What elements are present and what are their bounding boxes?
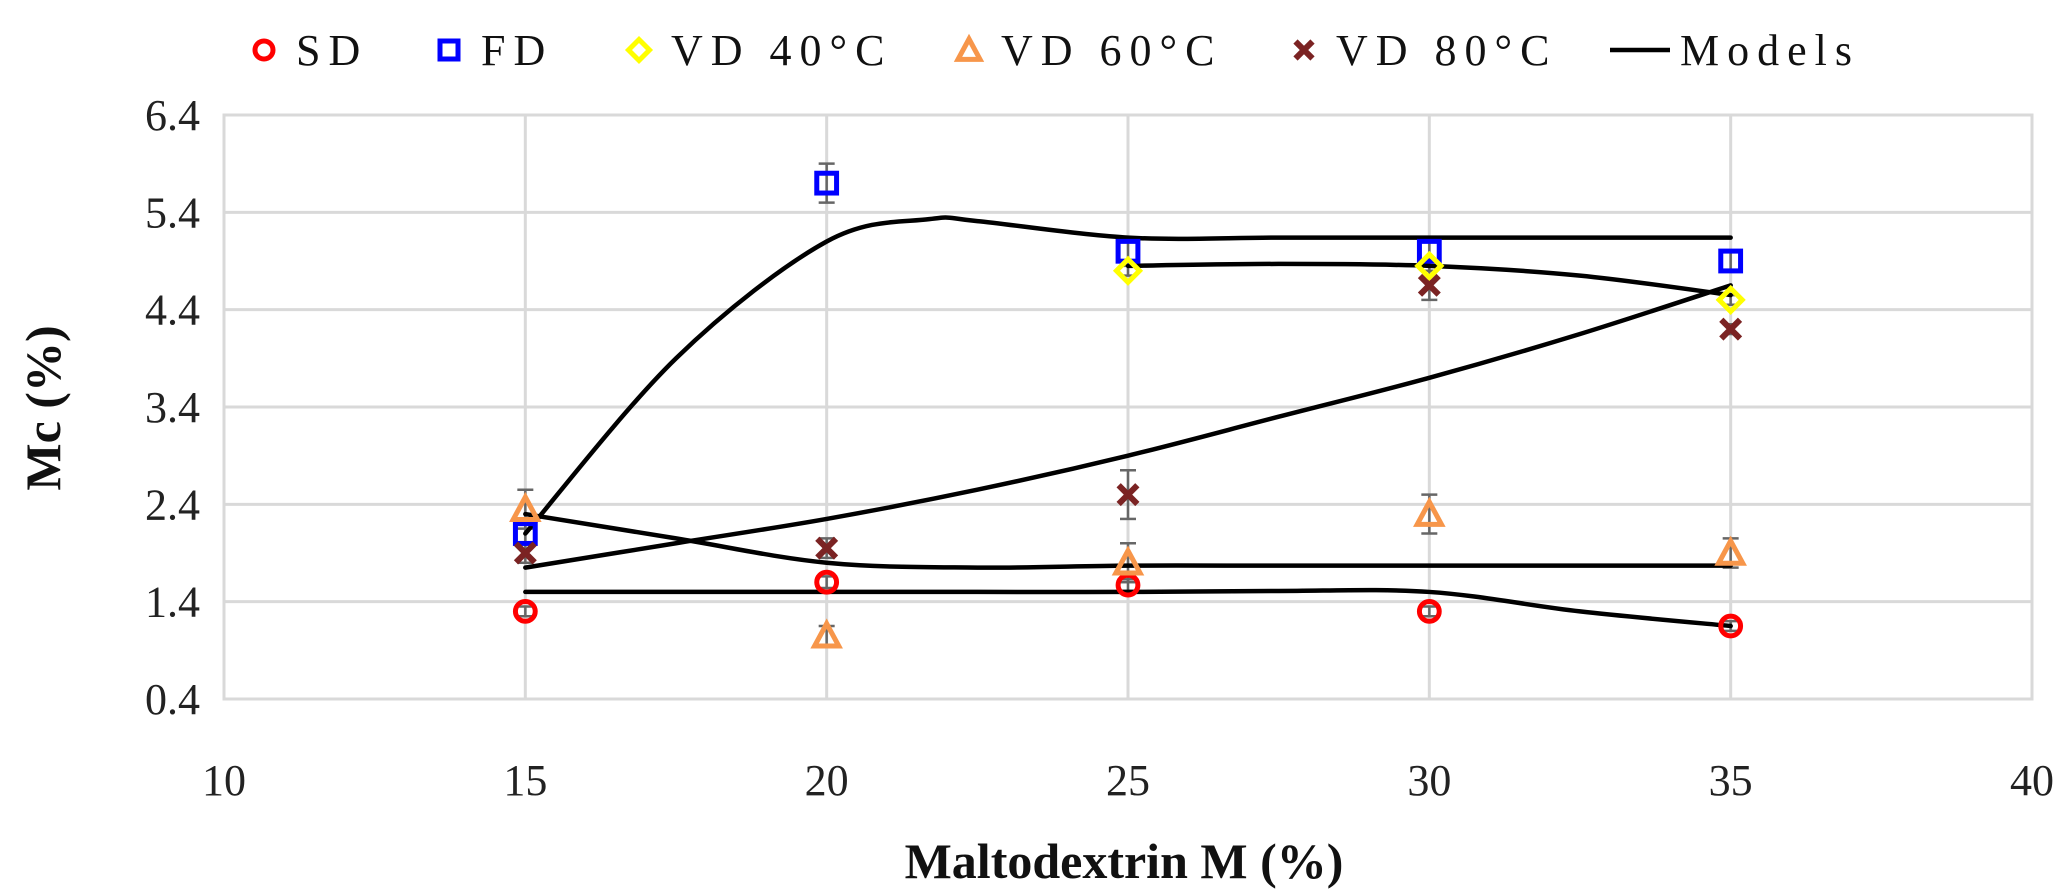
model-curve-2: [523, 511, 1733, 570]
x-tick-label: 10: [202, 756, 246, 805]
y-tick-label: 0.4: [145, 675, 200, 724]
error-bar: [818, 162, 835, 204]
data-points: [509, 170, 1747, 649]
model-curve-4: [523, 215, 1733, 536]
plot-border: [222, 113, 2034, 701]
point-fd: [1416, 238, 1442, 264]
point-vd-60-c: [1111, 545, 1145, 576]
model-curve-3: [523, 283, 1733, 570]
x-tick-label: 40: [2010, 756, 2054, 805]
point-sd: [814, 569, 840, 595]
legend-item-vd-60-c: VD 60°C: [953, 26, 1223, 75]
y-tick-label: 1.4: [145, 578, 200, 627]
legend-marker-icon: [624, 35, 654, 65]
legend-marker-icon: [1293, 39, 1315, 61]
legend-item-sd: SD: [252, 26, 368, 75]
y-tick-label: 6.4: [145, 91, 200, 140]
legend-label: VD 40°C: [671, 26, 893, 75]
legend-label: Models: [1680, 26, 1860, 75]
legend-marker-icon: [252, 38, 276, 62]
point-vd-80-c: [1116, 483, 1140, 507]
legend-marker-icon: [437, 38, 461, 62]
y-tick-label: 3.4: [145, 383, 200, 432]
legend: SD FD VD 40°C VD 60°C VD 80°C Models: [252, 26, 1860, 75]
error-bar: [517, 605, 534, 618]
legend-label: VD 80°C: [1336, 26, 1558, 75]
y-axis-title: Mc (%): [15, 325, 71, 490]
point-sd: [1416, 599, 1442, 624]
point-fd: [512, 521, 538, 546]
point-vd-40-c: [1414, 250, 1445, 281]
y-tick-label: 2.4: [145, 480, 200, 529]
x-tick-label: 25: [1106, 756, 1150, 805]
plot-frame: [222, 113, 2034, 701]
point-fd: [1718, 248, 1744, 274]
y-tick-label: 5.4: [145, 188, 200, 237]
x-tick-label: 15: [503, 756, 547, 805]
point-vd-60-c: [509, 491, 542, 522]
model-curve-5: [1125, 261, 1733, 298]
x-tick-label: 30: [1407, 756, 1451, 805]
legend-item-vd-80-c: VD 80°C: [1293, 26, 1558, 75]
x-tick-label: 20: [805, 756, 849, 805]
legend-label: VD 60°C: [1001, 26, 1223, 75]
model-curves: [523, 215, 1733, 629]
legend-item-vd-40-c: VD 40°C: [624, 26, 893, 75]
point-vd-60-c: [1413, 496, 1446, 527]
legend-marker-icon: [953, 33, 985, 62]
x-axis-ticks: 10 15 20 25 30 35 40: [202, 756, 2054, 805]
model-curve-1: [523, 587, 1733, 629]
point-vd-80-c: [513, 541, 537, 565]
point-fd: [814, 170, 840, 196]
y-tick-label: 4.4: [145, 286, 200, 335]
error-bar: [1421, 605, 1438, 618]
legend-label: SD: [296, 26, 368, 75]
point-vd-80-c: [815, 536, 839, 560]
y-axis-ticks: 0.4 1.4 2.4 3.4 4.4 5.4 6.4: [145, 91, 200, 724]
point-vd-60-c: [810, 618, 843, 649]
point-sd: [1718, 613, 1744, 639]
x-axis-title: Maltodextrin M (%): [905, 833, 1344, 889]
x-tick-label: 35: [1709, 756, 1753, 805]
legend-label: FD: [481, 26, 553, 75]
point-vd-80-c: [1417, 273, 1441, 297]
point-vd-40-c: [1112, 255, 1144, 286]
point-sd: [512, 599, 538, 624]
point-vd-40-c: [1715, 284, 1746, 316]
point-vd-60-c: [1714, 535, 1747, 566]
point-vd-80-c: [1719, 317, 1743, 341]
legend-item-fd: FD: [437, 26, 553, 75]
legend-item-models: Models: [1610, 26, 1860, 75]
